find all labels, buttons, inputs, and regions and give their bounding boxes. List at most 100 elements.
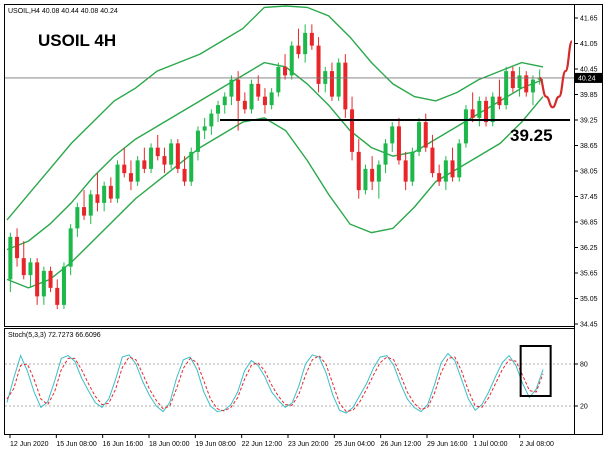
candle-body: [356, 151, 361, 191]
candle-body: [363, 168, 368, 191]
stoch-layer: [5, 345, 574, 414]
time-tick-label: 26 Jun 12:00: [381, 441, 422, 448]
candle-body: [303, 32, 308, 55]
stoch-signal-line: [6, 354, 544, 413]
candle-body: [504, 71, 509, 106]
candle-body: [21, 258, 26, 276]
candle-body: [477, 100, 482, 118]
candle-body: [463, 109, 468, 144]
candle-body: [484, 100, 489, 123]
current-price-tag: [575, 72, 602, 83]
stoch-header: Stoch(5,3,3) 72.7273 66.6096: [8, 332, 101, 339]
price-tick-label: 38.05: [580, 169, 598, 176]
time-tick-label: 16 Jun 16:00: [103, 441, 144, 448]
price-tick-label: 34.45: [580, 322, 598, 329]
price-tick-label: 36.25: [580, 245, 598, 252]
candle-body: [162, 156, 167, 165]
time-tick-label: 12 Jun 2020: [10, 441, 49, 448]
candle-body: [262, 96, 267, 106]
candle-body: [236, 79, 241, 101]
candle-body: [195, 130, 200, 152]
candle-body: [135, 160, 140, 182]
candle-body: [68, 228, 73, 267]
time-tick-label: 29 Jun 16:00: [427, 441, 468, 448]
support-level-label: 39.25: [510, 126, 553, 145]
symbol-header: USOIL,H4 40.08 40.44 40.08 40.24: [8, 8, 118, 15]
candle-body: [202, 126, 207, 131]
candle-body: [510, 71, 515, 89]
candle-body: [383, 143, 388, 165]
candle-body: [142, 160, 147, 169]
candle-body: [376, 164, 381, 182]
candle-body: [396, 126, 401, 161]
candle-body: [336, 62, 341, 97]
candle-body: [249, 83, 254, 110]
candle-body: [350, 109, 355, 152]
candle-body: [316, 45, 321, 84]
candle-body: [524, 75, 529, 93]
bollinger-middle-band: [6, 61, 544, 251]
candle-body: [256, 83, 261, 97]
candle-body: [155, 147, 160, 157]
stoch-tick-label: 80: [580, 362, 588, 369]
candle-body: [48, 270, 53, 288]
candle-body: [82, 207, 87, 216]
candle-body: [283, 66, 288, 76]
candle-body: [470, 109, 475, 118]
price-layer: [5, 5, 574, 310]
price-tick-label: 39.25: [580, 118, 598, 125]
candle-body: [517, 75, 522, 89]
candle-body: [370, 168, 375, 182]
time-tick-label: 25 Jun 04:00: [334, 441, 375, 448]
current-price-label: 40.24: [578, 75, 596, 82]
time-tick-label: 1 Jul 00:00: [473, 441, 507, 448]
candle-body: [329, 71, 334, 97]
candle-body: [530, 79, 535, 93]
candle-body: [410, 151, 415, 182]
stoch-panel-frame: [4, 328, 575, 435]
candle-body: [296, 45, 301, 55]
candle-body: [122, 164, 127, 174]
candle-body: [417, 122, 422, 152]
chart-title: USOIL 4H: [38, 31, 116, 50]
candle-body: [242, 100, 247, 110]
candle-body: [490, 96, 495, 123]
candle-body: [216, 105, 221, 114]
candle-body: [276, 66, 281, 93]
stoch-highlight-box: [519, 345, 552, 397]
candle-body: [55, 287, 60, 305]
candle-body: [88, 194, 93, 216]
candle-body: [102, 185, 107, 203]
candle-body: [169, 143, 174, 165]
candle-body: [437, 173, 442, 182]
candle-body: [289, 45, 294, 76]
time-tick-label: 15 Jun 08:00: [56, 441, 97, 448]
time-tick-label: 19 Jun 08:00: [195, 441, 236, 448]
candle-body: [269, 92, 274, 106]
candle-body: [423, 122, 428, 148]
price-panel-frame: [4, 4, 575, 327]
candle-body: [128, 173, 133, 182]
candle-body: [149, 147, 154, 169]
candle-body: [443, 160, 448, 182]
candle-body: [115, 164, 120, 199]
candle-body: [108, 185, 113, 199]
candle-body: [457, 143, 462, 178]
candle-body: [497, 96, 502, 106]
candle-body: [28, 262, 33, 276]
candle-body: [229, 79, 234, 97]
candle-body: [175, 143, 180, 169]
time-tick-label: 18 Jun 00:00: [149, 441, 190, 448]
bollinger-upper-band: [6, 5, 544, 221]
time-tick-label: 22 Jun 12:00: [242, 441, 283, 448]
candle-body: [75, 207, 80, 229]
stoch-tick-label: 20: [580, 404, 588, 411]
candle-body: [189, 151, 194, 182]
candle-body: [403, 160, 408, 182]
time-tick-label: 2 Jul 08:00: [520, 441, 554, 448]
price-tick-label: 40.45: [580, 67, 598, 74]
price-axis-frame: [574, 4, 603, 435]
candle-body: [61, 266, 66, 305]
